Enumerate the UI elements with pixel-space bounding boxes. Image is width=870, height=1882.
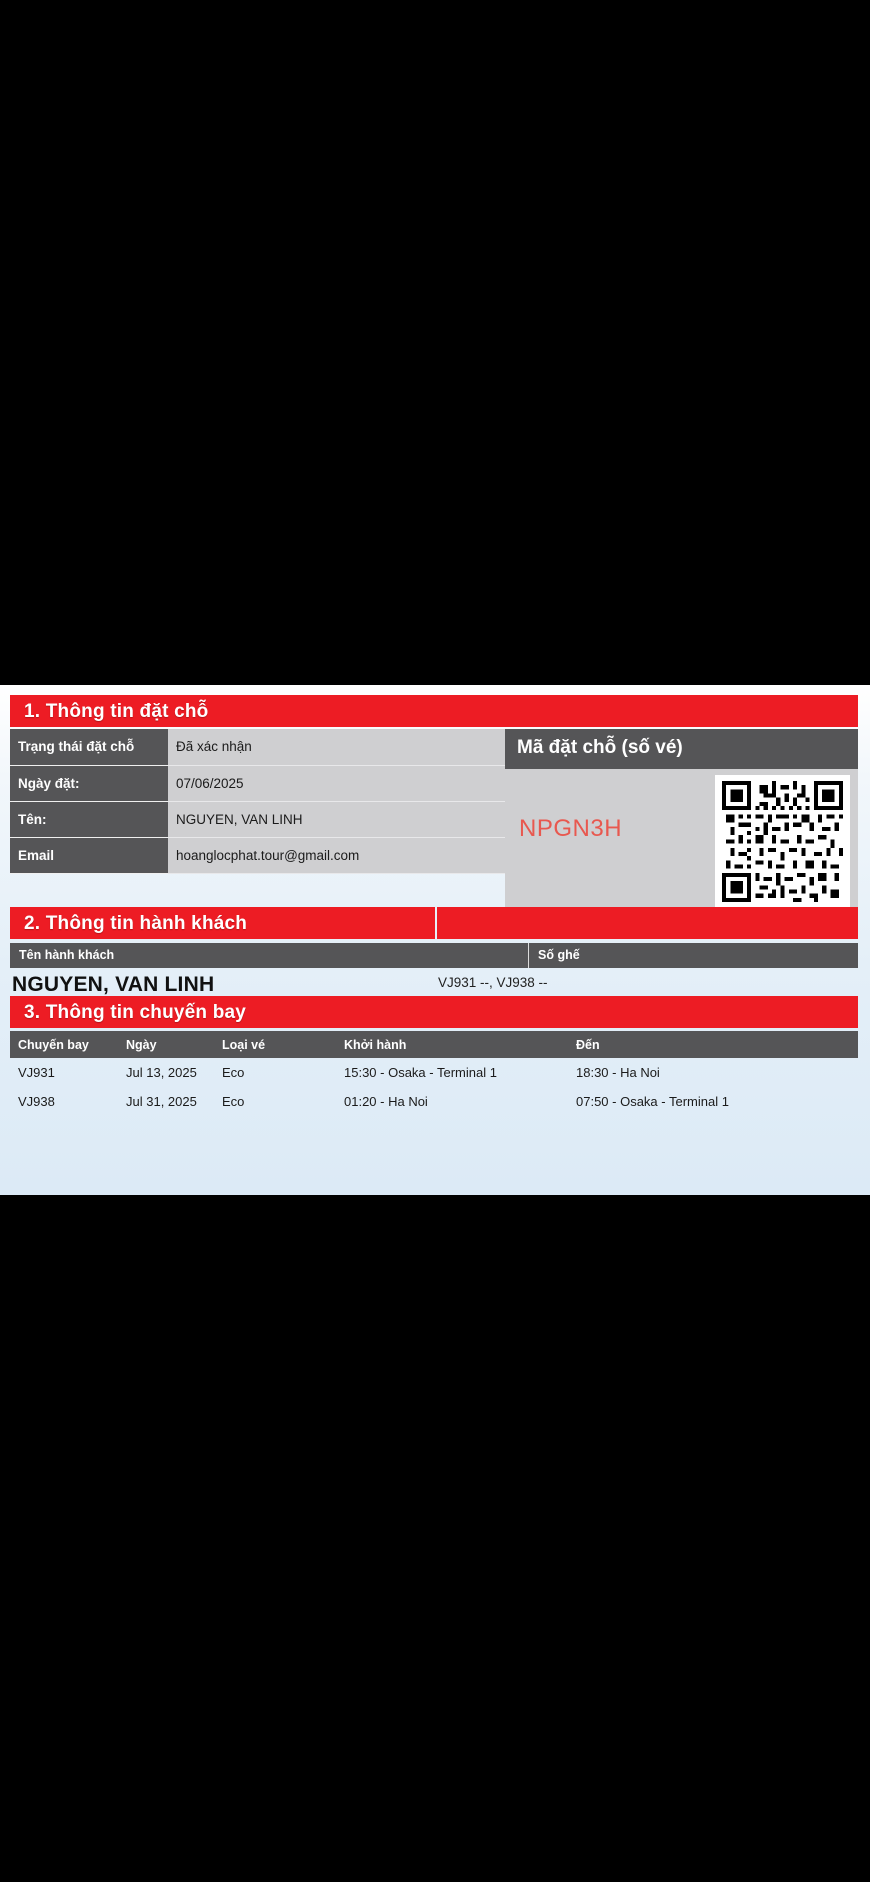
departure-cell: 01:20 - Ha Noi — [344, 1094, 428, 1109]
section-title-flight: 3. Thông tin chuyến bay — [10, 996, 858, 1028]
flight-date-cell: Jul 31, 2025 — [126, 1094, 197, 1109]
departure-column-header: Khởi hành — [336, 1031, 568, 1058]
passenger-table-header: Tên hành khách Số ghế — [10, 943, 858, 968]
booking-name-label: Tên: — [10, 801, 168, 838]
flight-details-table: Chuyến bay Ngày Loại vé Khởi hành Đến VJ… — [10, 1031, 858, 1116]
booking-email-value: hoanglocphat.tour@gmail.com — [168, 837, 505, 874]
booking-date-label: Ngày đặt: — [10, 765, 168, 802]
table-row: Tên: NGUYEN, VAN LINH — [10, 801, 505, 838]
column-divider — [528, 943, 529, 968]
fare-type-cell: Eco — [222, 1094, 245, 1109]
section-title-passenger: 2. Thông tin hành khách — [10, 907, 435, 939]
booking-code-title: Mã đặt chỗ (số vé) — [505, 729, 858, 769]
passenger-seat-value: VJ931 --, VJ938 -- — [438, 975, 548, 990]
arrival-column-header: Đến — [568, 1031, 858, 1058]
booking-status-label: Trạng thái đặt chỗ — [10, 729, 168, 766]
eticket-document: 1. Thông tin đặt chỗ Trạng thái đặt chỗ … — [0, 685, 870, 1195]
arrival-cell: 18:30 - Ha Noi — [576, 1065, 660, 1080]
booking-date-value: 07/06/2025 — [168, 765, 505, 802]
booking-code-value: NPGN3H — [519, 815, 623, 842]
section-title-passenger-filler — [437, 907, 858, 939]
booking-status-value: Đã xác nhận — [168, 729, 505, 766]
booking-name-value: NGUYEN, VAN LINH — [168, 801, 505, 838]
passenger-name-column-header: Tên hành khách — [19, 948, 115, 962]
table-row: VJ938 Jul 31, 2025 Eco 01:20 - Ha Noi 07… — [10, 1087, 858, 1116]
table-row: VJ931 Jul 13, 2025 Eco 15:30 - Osaka - T… — [10, 1058, 858, 1087]
qr-code-icon — [715, 775, 850, 908]
departure-cell: 15:30 - Osaka - Terminal 1 — [344, 1065, 497, 1080]
booking-code-card: Mã đặt chỗ (số vé) NPGN3H — [505, 729, 858, 909]
table-header-row: Chuyến bay Ngày Loại vé Khởi hành Đến — [10, 1031, 858, 1058]
table-row: Ngày đặt: 07/06/2025 — [10, 765, 505, 802]
date-column-header: Ngày — [118, 1031, 214, 1058]
flight-number-cell: VJ931 — [18, 1065, 55, 1080]
booking-details-table: Trạng thái đặt chỗ Đã xác nhận Ngày đặt:… — [10, 729, 505, 874]
flight-number-cell: VJ938 — [18, 1094, 55, 1109]
arrival-cell: 07:50 - Osaka - Terminal 1 — [576, 1094, 729, 1109]
booking-code-body: NPGN3H — [505, 769, 858, 909]
passenger-name-value: NGUYEN, VAN LINH — [12, 973, 215, 996]
table-row: Email hoanglocphat.tour@gmail.com — [10, 837, 505, 874]
flight-column-header: Chuyến bay — [10, 1031, 118, 1058]
fare-type-cell: Eco — [222, 1065, 245, 1080]
fare-column-header: Loại vé — [214, 1031, 336, 1058]
passenger-seat-column-header: Số ghế — [538, 948, 580, 962]
booking-email-label: Email — [10, 837, 168, 874]
section-title-booking: 1. Thông tin đặt chỗ — [10, 695, 858, 727]
flight-date-cell: Jul 13, 2025 — [126, 1065, 197, 1080]
table-row: Trạng thái đặt chỗ Đã xác nhận — [10, 729, 505, 766]
